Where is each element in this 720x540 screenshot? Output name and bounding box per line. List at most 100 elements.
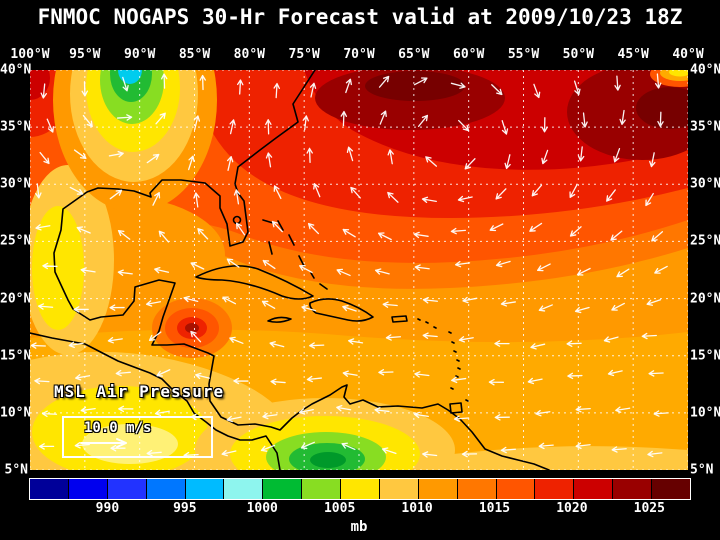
wind-arrow-icon [378, 369, 394, 376]
wind-arrow-icon [425, 156, 437, 167]
colorbar-cell [184, 479, 224, 499]
wind-arrow-icon [501, 120, 509, 135]
wind-arrow-icon [649, 152, 656, 168]
wind-arrow-icon [458, 336, 474, 343]
lat-tick-label-left: 25°N [0, 233, 32, 249]
wind-arrow-icon [273, 82, 280, 99]
wind-arrow-icon [488, 378, 505, 386]
wind-arrow-icon [336, 268, 351, 277]
wind-arrow-icon [458, 119, 470, 132]
wind-arrow-icon [261, 300, 276, 310]
wind-arrow-icon [607, 369, 623, 377]
wind-arrow-icon [494, 414, 510, 421]
wind-arrow-icon [619, 109, 626, 125]
wind-arrow-icon [156, 369, 171, 377]
wind-arrow-icon [504, 154, 511, 170]
wind-arrow-icon [495, 188, 507, 200]
coastlines [30, 70, 550, 470]
lon-tick-label: 85°W [178, 47, 211, 62]
wind-arrow-icon [606, 189, 616, 202]
wind-arrow-icon [538, 442, 554, 450]
wind-arrow-icon [265, 119, 272, 135]
wind-arrow-icon [450, 82, 466, 89]
wind-arrow-icon [233, 377, 249, 385]
wind-arrow-icon [235, 222, 246, 236]
colorbar-cell [340, 479, 379, 499]
wind-vector-field [30, 73, 669, 459]
wind-arrow-icon [152, 191, 161, 206]
wind-arrow-icon [461, 450, 478, 458]
colorbar-tick-label: 1000 [246, 501, 278, 516]
wind-arrow-icon [348, 338, 364, 345]
wind-arrow-icon [110, 444, 126, 452]
wind-arrow-icon [107, 337, 123, 344]
lon-tick-label: 90°W [124, 47, 156, 62]
colorbar-cell [495, 479, 535, 499]
wind-arrow-icon [529, 222, 543, 232]
lon-tick-label: 75°W [288, 47, 320, 62]
field-label: MSL Air Pressure [54, 382, 225, 401]
wind-arrow-icon [342, 228, 356, 238]
wind-arrow-icon [541, 149, 549, 165]
lon-tick-label: 80°W [233, 47, 265, 62]
wind-arrow-icon [611, 446, 627, 453]
wind-arrow-icon [117, 229, 131, 240]
map-area: MSL Air Pressure 10.0 m/s [30, 70, 688, 470]
wind-arrow-icon [68, 341, 84, 349]
wind-arrow-icon [387, 191, 399, 203]
wind-arrow-icon [269, 341, 285, 348]
colorbar-cell [301, 479, 340, 499]
lat-tick-label-left: 20°N [0, 291, 32, 307]
wind-arrow-icon [538, 304, 553, 312]
wind-arrow-icon [641, 332, 657, 340]
wind-arrow-icon [647, 450, 663, 458]
wind-arrow-icon [116, 114, 133, 121]
lat-tick-label-right: 35°N [690, 119, 720, 135]
wind-arrow-icon [190, 330, 202, 343]
colorbar-cell [573, 479, 613, 499]
wind-arrow-icon [229, 336, 244, 344]
lon-tick-label: 100°W [10, 47, 50, 62]
wind-arrow-icon [350, 186, 361, 199]
wind-arrow-icon [260, 444, 276, 452]
lon-tick-label: 65°W [398, 47, 430, 62]
wind-arrow-icon [457, 195, 473, 203]
wind-arrow-icon [489, 223, 504, 232]
latlon-grid [30, 70, 688, 470]
wind-arrow-icon [382, 301, 398, 308]
colorbar-cell [67, 479, 107, 499]
wind-arrow-icon [566, 340, 582, 347]
wind-arrow-icon [648, 370, 664, 377]
lat-tick-label-left: 10°N [0, 405, 32, 421]
wind-arrow-icon [117, 269, 133, 276]
wind-arrow-icon [273, 185, 282, 200]
wind-arrow-icon [613, 147, 621, 163]
wind-arrow-icon [646, 299, 662, 306]
colorbar-tick-label: 1005 [323, 501, 356, 516]
wind-arrow-icon [387, 149, 394, 165]
wind-arrow-icon [37, 303, 54, 310]
colorbar-tick-label: 1015 [478, 501, 511, 516]
wind-arrow-icon [464, 158, 476, 170]
wind-arrow-icon [616, 268, 630, 278]
wind-arrow-icon [145, 300, 162, 307]
wind-arrow-icon [413, 231, 429, 239]
colorbar-cell [417, 479, 457, 499]
colorbar-cell [30, 479, 68, 499]
wind-arrow-icon [38, 443, 55, 450]
wind-arrow-icon [377, 232, 392, 241]
wind-arrow-icon [158, 230, 170, 243]
wind-arrow-icon [574, 306, 590, 314]
wind-arrow-icon [40, 83, 47, 99]
wind-arrow-icon [346, 146, 354, 162]
wind-arrow-icon [615, 406, 631, 413]
lon-tick-label: 95°W [69, 47, 101, 62]
wind-arrow-icon [226, 258, 240, 268]
wind-arrow-icon [195, 372, 211, 380]
wind-arrow-icon [222, 296, 237, 305]
wind-arrow-icon [109, 304, 125, 311]
wind-arrow-icon [41, 410, 58, 418]
wind-arrow-icon [187, 155, 195, 171]
colorbar-cell [223, 479, 263, 499]
